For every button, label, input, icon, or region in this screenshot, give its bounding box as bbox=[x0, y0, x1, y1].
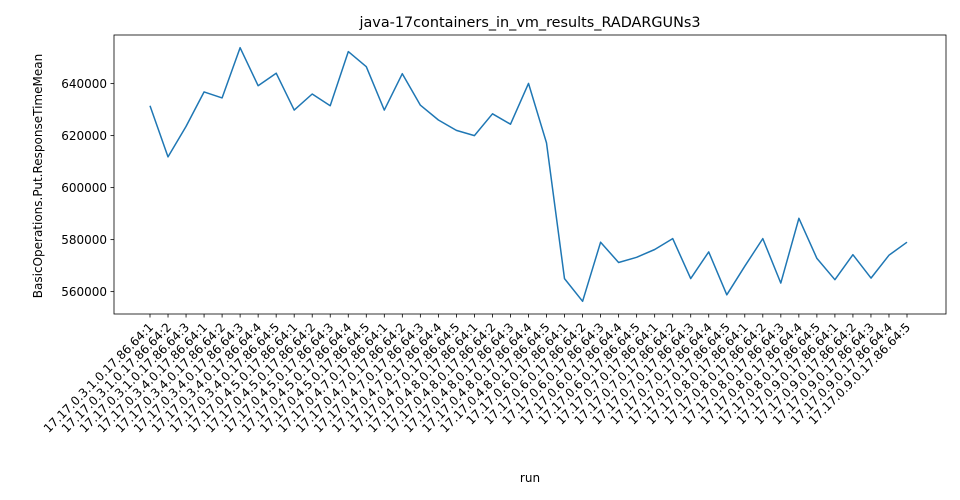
y-tick-label: 600000 bbox=[61, 181, 107, 195]
chart-title: java-17containers_in_vm_results_RADARGUN… bbox=[358, 15, 700, 31]
series-line bbox=[149, 46, 908, 303]
y-tick-label: 640000 bbox=[61, 77, 107, 91]
x-axis-title: run bbox=[520, 471, 540, 485]
y-tick-label: 580000 bbox=[61, 233, 107, 247]
y-axis-title: BasicOperations.Put.ResponseTimeMean bbox=[31, 54, 45, 298]
plot-frame bbox=[113, 34, 947, 315]
y-tick-label: 560000 bbox=[61, 285, 107, 299]
plot-area: 56000058000060000062000064000017.17.0.3.… bbox=[41, 34, 947, 436]
y-tick-label: 620000 bbox=[61, 129, 107, 143]
